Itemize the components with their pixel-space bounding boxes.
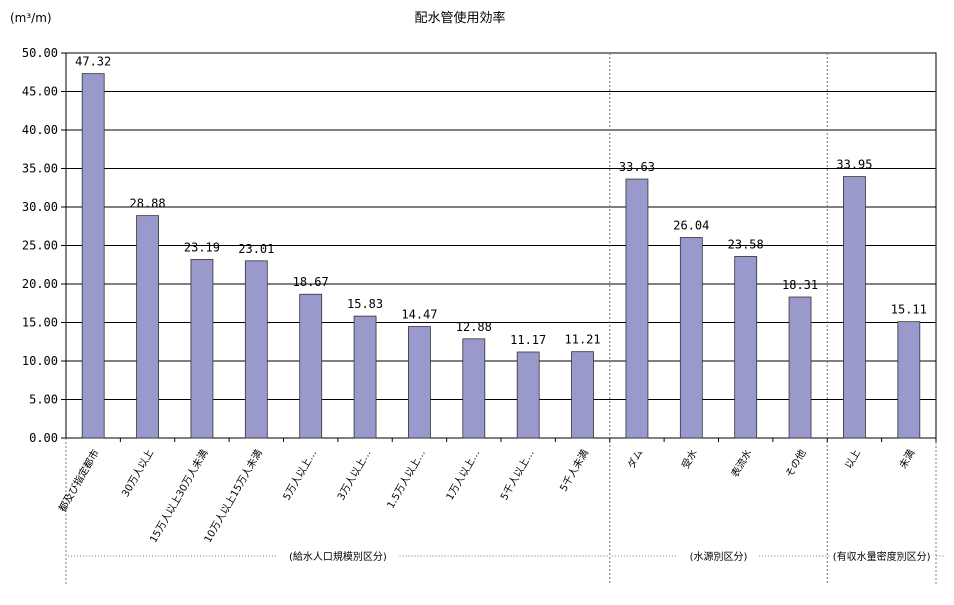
bar xyxy=(625,178,649,439)
y-tick-label: 40.00 xyxy=(22,123,58,137)
x-category-label: ダム xyxy=(624,447,645,471)
y-tick-labels: 0.00 5.00 10.00 15.00 20.00 25.00 30.00 35.00 40… xyxy=(22,46,58,445)
bar xyxy=(679,237,703,439)
data-label: 33.95 xyxy=(836,158,872,172)
y-axis-unit-label: (m³/m) xyxy=(10,11,52,25)
bar xyxy=(408,326,431,439)
bar xyxy=(843,176,866,439)
bar xyxy=(462,338,486,439)
data-label: 11.21 xyxy=(565,333,601,347)
x-category-label: 受水 xyxy=(680,448,700,471)
bar xyxy=(571,351,594,439)
bar xyxy=(244,260,268,439)
y-tick-label: 20.00 xyxy=(22,277,58,291)
bar xyxy=(516,351,540,439)
bar xyxy=(299,293,323,439)
x-category-label: 5万人以上… xyxy=(281,448,320,503)
data-label: 33.63 xyxy=(619,160,655,174)
group-label: (有収水量密度別区分) xyxy=(833,550,931,563)
data-label: 28.88 xyxy=(130,197,166,211)
bar xyxy=(788,296,812,439)
x-category-label: 3万人以上… xyxy=(335,448,374,503)
data-label: 18.31 xyxy=(782,278,818,292)
group-label: (水源別区分) xyxy=(690,550,748,563)
x-category-label: その他 xyxy=(782,447,808,479)
bar xyxy=(136,215,159,439)
x-category-label: 15万人以上30万人未満 xyxy=(147,448,210,545)
bars-group xyxy=(81,73,921,439)
y-tick-label: 35.00 xyxy=(22,162,58,176)
y-tick-label: 10.00 xyxy=(22,354,58,368)
group-labels: (給水人口規模別区分) (水源別区分) (有収水量密度別区分) xyxy=(68,550,944,563)
y-tick-label: 15.00 xyxy=(22,316,58,330)
bar xyxy=(734,256,758,439)
data-label: 14.47 xyxy=(401,308,437,322)
chart-title: 配水管使用効率 xyxy=(414,10,505,26)
data-label: 23.19 xyxy=(184,240,220,254)
data-label: 12.88 xyxy=(456,320,492,334)
x-category-label: 30万人以上 xyxy=(119,448,156,500)
x-category-label: 以上 xyxy=(843,448,863,471)
x-category-label: 未満 xyxy=(897,448,917,471)
data-labels: 47.32 28.88 23.19 23.01 18.67 15.83 14.47 12.88… xyxy=(75,55,927,347)
bar xyxy=(353,315,377,439)
x-category-label: 1.5万人以上… xyxy=(385,448,428,511)
y-tick-label: 0.00 xyxy=(29,431,58,445)
y-tick-label: 50.00 xyxy=(22,46,58,60)
x-category-label: 都及び指定都市 xyxy=(56,447,102,514)
y-tick-label: 45.00 xyxy=(22,85,58,99)
y-tick-label: 30.00 xyxy=(22,200,58,214)
x-category-label: 表流水 xyxy=(728,447,754,479)
data-label: 15.83 xyxy=(347,297,383,311)
data-label: 18.67 xyxy=(293,275,329,289)
group-label: (給水人口規模別区分) xyxy=(289,550,387,563)
data-label: 26.04 xyxy=(673,218,709,232)
data-label: 23.01 xyxy=(238,242,274,256)
data-label: 47.32 xyxy=(75,55,111,69)
y-tick-label: 5.00 xyxy=(29,393,58,407)
x-category-label: 1万人以上… xyxy=(444,448,483,503)
data-label: 15.11 xyxy=(891,303,927,317)
bar xyxy=(190,259,214,439)
x-category-label: 5千人以上… xyxy=(498,448,537,503)
y-tick-label: 25.00 xyxy=(22,239,58,253)
bar xyxy=(81,73,105,439)
bar xyxy=(897,321,921,439)
x-category-label: 5千人未満 xyxy=(558,448,592,494)
data-label: 23.58 xyxy=(728,237,764,251)
data-label: 11.17 xyxy=(510,333,546,347)
x-category-label: 10万人以上15万人未満 xyxy=(202,448,265,545)
